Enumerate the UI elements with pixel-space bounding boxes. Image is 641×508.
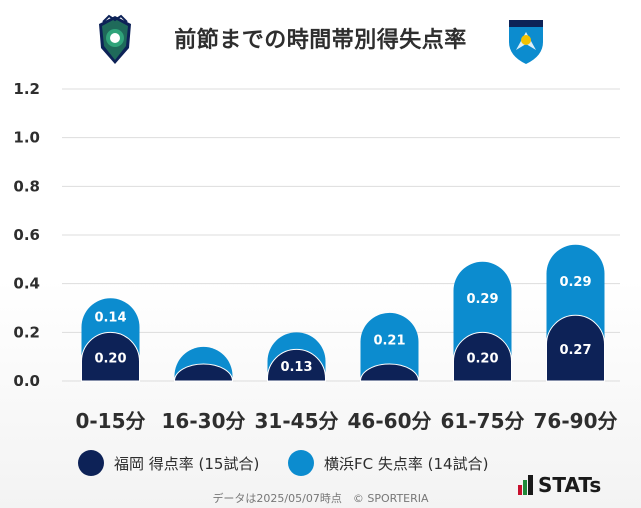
stats-logo-text: STATs	[538, 473, 602, 497]
data-label-yokohama: 0.21	[373, 333, 405, 348]
bar-fukuoka	[267, 348, 326, 382]
bar-fukuoka	[81, 331, 140, 382]
bar-fukuoka	[546, 314, 605, 382]
bar-fukuoka	[453, 331, 512, 382]
x-tick-label: 16-30分	[162, 409, 246, 433]
data-label-yokohama: 0.14	[94, 310, 126, 325]
y-tick-label: 0.6	[13, 226, 40, 244]
bar-fukuoka	[173, 363, 234, 382]
avispa-fukuoka-crest-icon	[95, 14, 135, 70]
data-label-fukuoka: 0.20	[466, 352, 498, 367]
bar-yokohama	[360, 312, 419, 381]
legend-yokohama-label: 横浜FC 失点率 (14試合)	[324, 454, 489, 473]
y-tick-label: 0.4	[13, 275, 40, 293]
stats-bars-icon	[518, 475, 534, 495]
x-tick-label: 76-90分	[534, 409, 618, 433]
y-tick-label: 0.2	[13, 323, 40, 341]
x-tick-label: 61-75分	[441, 409, 525, 433]
footer-note: データは2025/05/07時点 © SPORTERIA	[212, 492, 429, 505]
stats-logo-icon: STATs	[518, 475, 601, 495]
legend-fukuoka-label: 福岡 得点率 (15試合)	[114, 454, 260, 473]
data-label-yokohama: 0.29	[559, 275, 591, 290]
legend-yokohama: 横浜FC 失点率 (14試合)	[288, 450, 488, 476]
x-tick-label: 0-15分	[75, 409, 145, 433]
data-label-fukuoka: 0.20	[94, 352, 126, 367]
data-label-fukuoka: 0.13	[280, 360, 312, 375]
bar-fukuoka	[359, 363, 420, 382]
x-tick-label: 31-45分	[255, 409, 339, 433]
legend-fukuoka: 福岡 得点率 (15試合)	[78, 450, 259, 476]
data-label-fukuoka: 0.27	[559, 343, 591, 358]
legend-yokohama-swatch	[288, 450, 314, 476]
x-tick-label: 46-60分	[348, 409, 432, 433]
yokohama-fc-crest-icon	[506, 14, 546, 70]
y-tick-label: 1.0	[13, 129, 40, 147]
legend-fukuoka-swatch	[78, 450, 104, 476]
chart-title: 前節までの時間帯別得失点率	[174, 28, 467, 53]
y-tick-label: 1.2	[13, 80, 40, 98]
data-label-yokohama: 0.29	[466, 292, 498, 307]
chart-area: 0.0 0.2 0.4 0.6 0.8 1.0 1.2 0.20 0.14 0-15分 16-30分…	[13, 80, 620, 433]
y-tick-label: 0.8	[13, 177, 40, 195]
y-tick-label: 0.0	[13, 372, 40, 390]
